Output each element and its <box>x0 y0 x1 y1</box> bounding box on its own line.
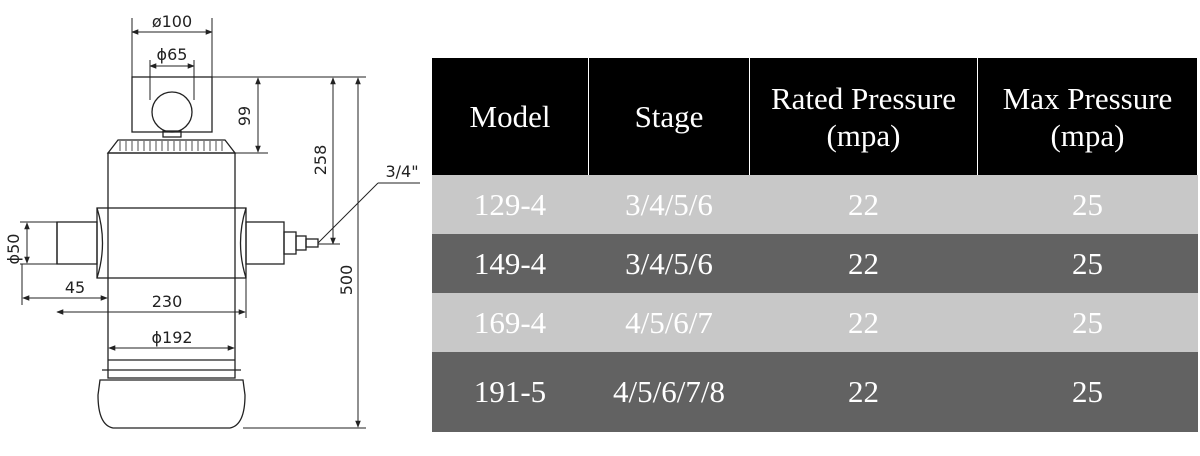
base-foot <box>97 379 246 429</box>
header-rated-pressure-text: Rated Pressure (mpa) <box>770 80 957 153</box>
cylinder-outline <box>56 76 319 429</box>
cell-stage: 4/5/6/7/8 <box>588 352 750 432</box>
specification-table: Model Stage Rated Pressure (mpa) Max Pre… <box>431 58 1198 432</box>
table-row: 129-4 3/4/5/6 22 25 <box>431 175 1198 234</box>
cell-model: 169-4 <box>431 293 589 352</box>
right-trunnion <box>245 221 285 265</box>
dim-height-258: 258 <box>311 145 330 176</box>
dim-body-diameter: ϕ192 <box>151 328 192 347</box>
dim-pipe-diameter: ϕ50 <box>4 234 23 265</box>
header-max-pressure-text: Max Pressure (mpa) <box>1002 80 1173 153</box>
table-row: 169-4 4/5/6/7 22 25 <box>431 293 1198 352</box>
header-max-pressure: Max Pressure (mpa) <box>977 58 1198 175</box>
table-row: 149-4 3/4/5/6 22 25 <box>431 234 1198 293</box>
cylinder-technical-drawing: ø100 ϕ65 99 258 500 3/4" ϕ50 45 230 ϕ192 <box>4 12 420 429</box>
cell-model: 129-4 <box>431 175 589 234</box>
dimension-labels: ø100 ϕ65 99 258 500 3/4" ϕ50 45 230 ϕ192 <box>4 12 419 347</box>
cell-max-pressure: 25 <box>977 293 1198 352</box>
dim-port-size: 3/4" <box>385 162 418 181</box>
dim-height-99: 99 <box>235 106 254 126</box>
cylinder-body <box>107 152 236 379</box>
mid-band <box>96 207 247 279</box>
cell-rated-pressure: 22 <box>749 234 978 293</box>
header-stage: Stage <box>588 58 750 175</box>
table-header-row: Model Stage Rated Pressure (mpa) Max Pre… <box>431 58 1198 175</box>
dimension-lines <box>20 18 420 429</box>
left-trunnion <box>56 221 98 265</box>
ball-head <box>151 91 193 133</box>
dim-offset-45: 45 <box>65 278 85 297</box>
cell-model: 191-5 <box>431 352 589 432</box>
table-row: 191-5 4/5/6/7/8 22 25 <box>431 352 1198 432</box>
header-rated-pressure: Rated Pressure (mpa) <box>749 58 978 175</box>
cell-rated-pressure: 22 <box>749 175 978 234</box>
dim-total-500: 500 <box>337 265 356 296</box>
cell-model: 149-4 <box>431 234 589 293</box>
cell-max-pressure: 25 <box>977 352 1198 432</box>
cell-rated-pressure: 22 <box>749 352 978 432</box>
cell-stage: 3/4/5/6 <box>588 234 750 293</box>
cell-stage: 3/4/5/6 <box>588 175 750 234</box>
cell-max-pressure: 25 <box>977 234 1198 293</box>
header-model: Model <box>431 58 589 175</box>
cell-max-pressure: 25 <box>977 175 1198 234</box>
cell-stage: 4/5/6/7 <box>588 293 750 352</box>
top-mount-block <box>131 76 213 133</box>
dim-top-diameter: ø100 <box>152 12 192 31</box>
dim-ball-diameter: ϕ65 <box>157 45 188 64</box>
cell-rated-pressure: 22 <box>749 293 978 352</box>
dim-width-230: 230 <box>152 292 183 311</box>
